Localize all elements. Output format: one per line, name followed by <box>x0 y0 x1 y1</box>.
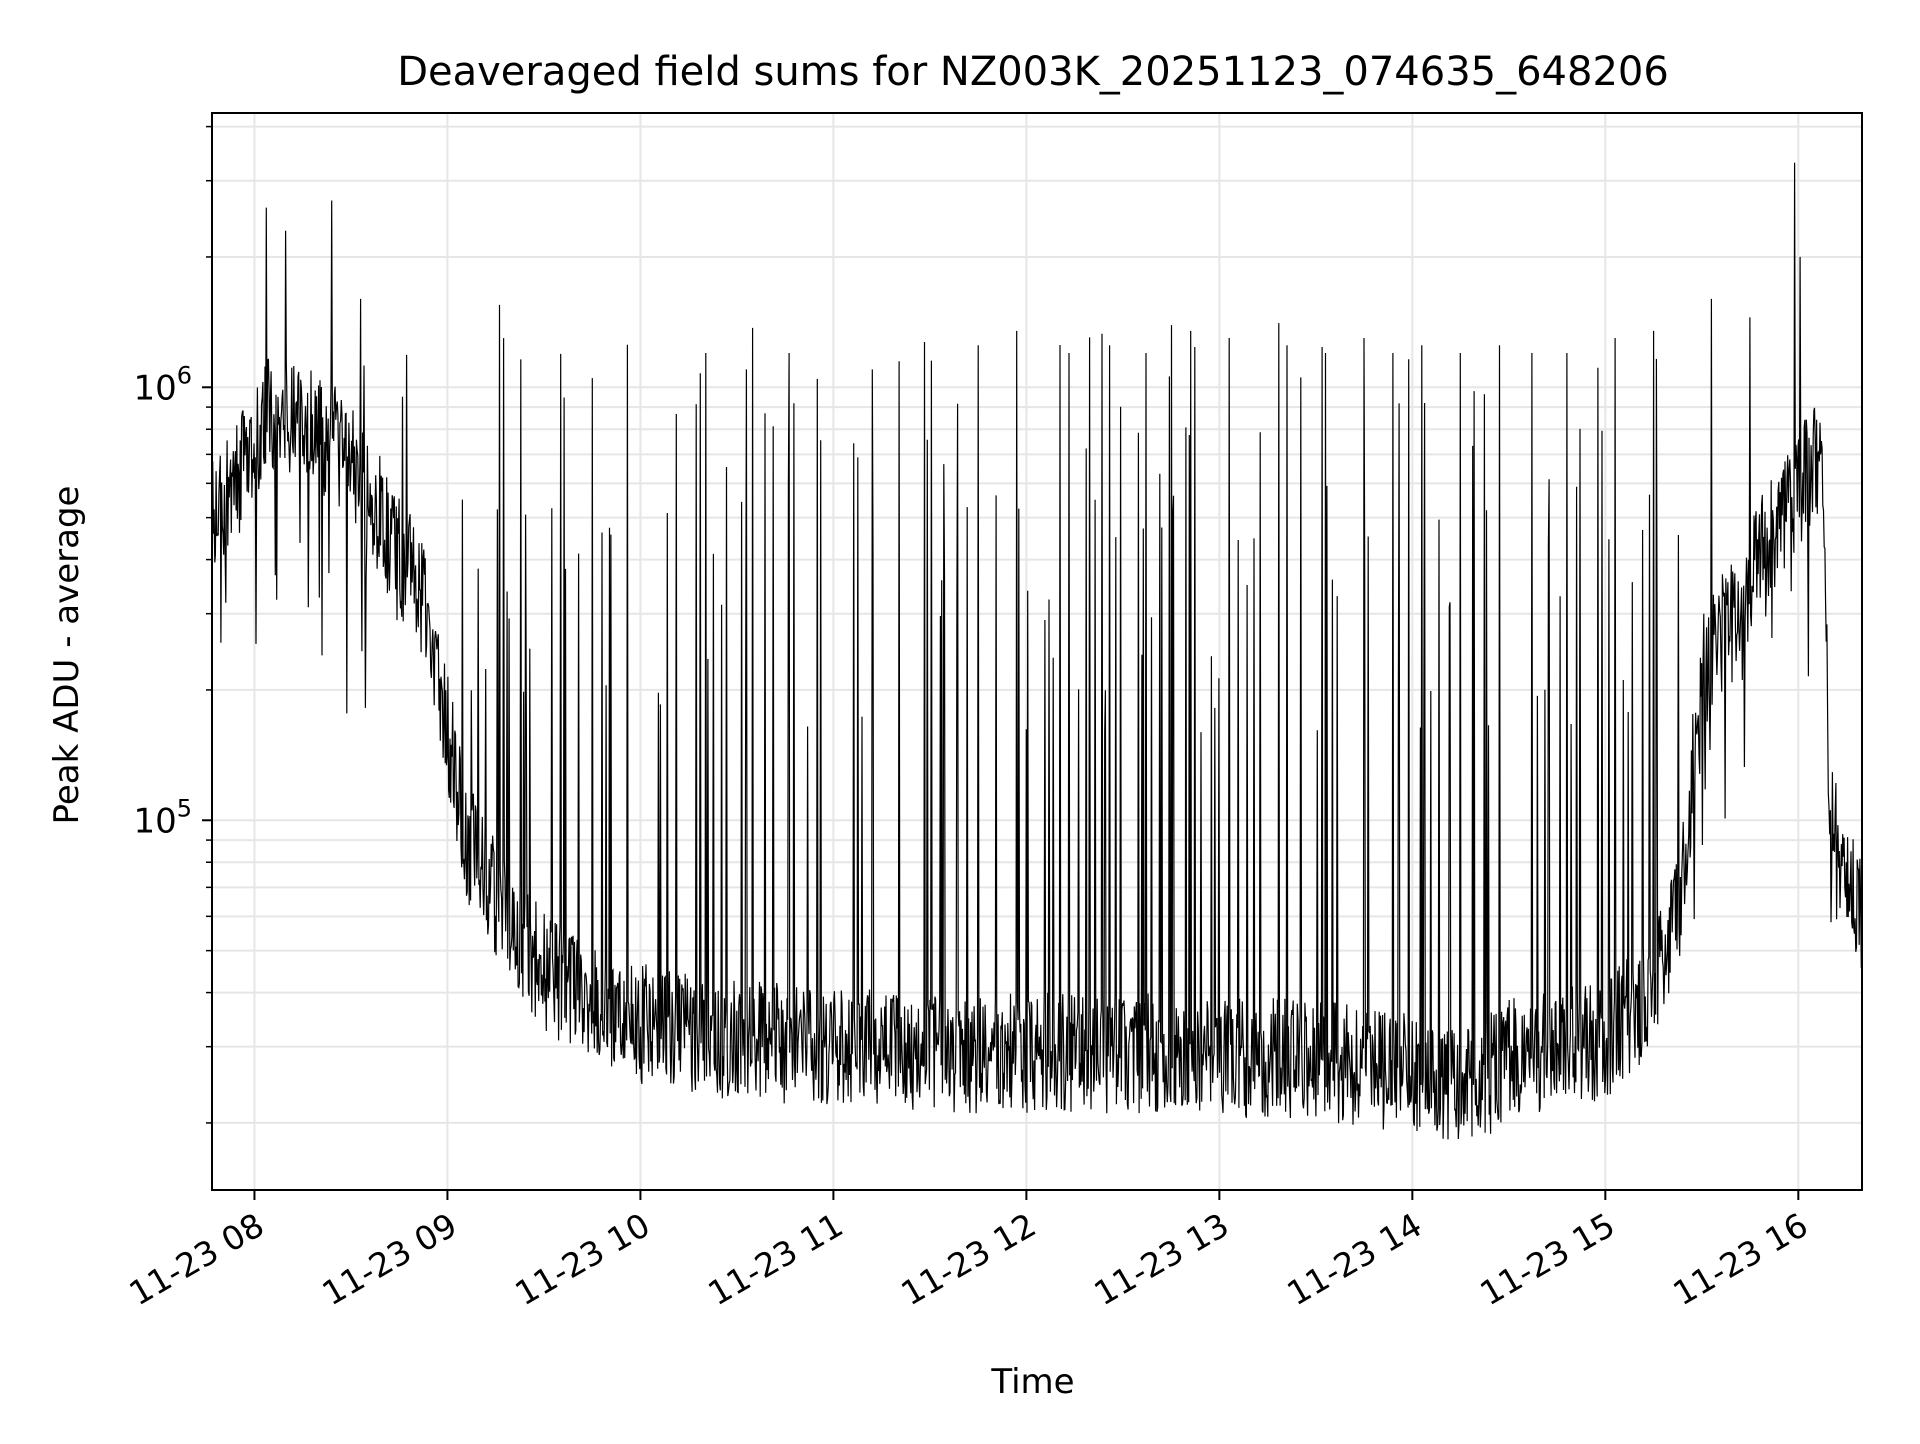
data-series-line <box>211 162 1863 1140</box>
y-tick-label: 105 <box>133 794 192 841</box>
x-axis-label: Time <box>990 1362 1074 1402</box>
data-layer <box>211 162 1863 1140</box>
y-axis-label: Peak ADU - average <box>47 486 87 825</box>
plot-frame <box>211 112 1863 1191</box>
chart-title: Deaveraged field sums for NZ003K_2025112… <box>397 49 1669 95</box>
y-tick-label: 106 <box>133 361 192 408</box>
